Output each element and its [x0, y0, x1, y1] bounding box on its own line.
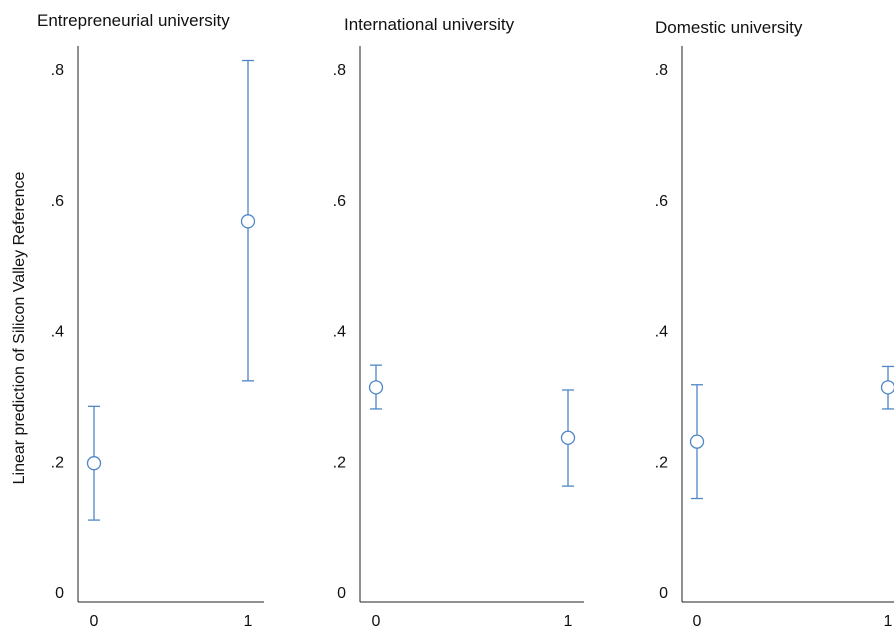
y-tick-label: .2 — [333, 454, 346, 471]
data-point — [240, 214, 256, 229]
data-point — [86, 456, 102, 471]
panel-title: International university — [344, 15, 515, 34]
y-tick-label: 0 — [337, 585, 346, 602]
y-axis-label: Linear prediction of Silicon Valley Refe… — [11, 172, 28, 485]
panel-title: Domestic university — [655, 18, 803, 37]
panel-3: Domestic university 0 .2 .4 .6 .8 0 1 — [655, 18, 894, 630]
data-point — [880, 380, 894, 395]
panel-2: International university 0 .2 .4 .6 .8 0 1 — [333, 15, 584, 630]
y-tick-label: .4 — [51, 324, 64, 341]
x-tick-label: 0 — [372, 613, 381, 630]
data-point — [689, 434, 705, 449]
y-tick-label: .8 — [333, 62, 346, 79]
panel-1: Entrepreneurial university 0 .2 .4 .6 .8 0 1 — [37, 11, 264, 630]
y-tick-label: .4 — [655, 324, 668, 341]
data-point — [368, 380, 384, 395]
panel-title: Entrepreneurial university — [37, 11, 230, 30]
y-tick-label: .2 — [655, 454, 668, 471]
y-tick-label: .8 — [51, 62, 64, 79]
x-tick-label: 1 — [884, 613, 893, 630]
x-tick-label: 1 — [244, 613, 253, 630]
x-tick-label: 0 — [693, 613, 702, 630]
y-tick-label: 0 — [659, 585, 668, 602]
y-tick-label: .2 — [51, 454, 64, 471]
y-tick-label: .6 — [51, 193, 64, 210]
y-tick-label: .6 — [655, 193, 668, 210]
y-tick-label: .4 — [333, 324, 346, 341]
y-tick-label: .6 — [333, 193, 346, 210]
x-tick-label: 1 — [564, 613, 573, 630]
data-point — [560, 430, 576, 445]
y-tick-label: 0 — [55, 585, 64, 602]
y-tick-label: .8 — [655, 62, 668, 79]
x-tick-label: 0 — [90, 613, 99, 630]
